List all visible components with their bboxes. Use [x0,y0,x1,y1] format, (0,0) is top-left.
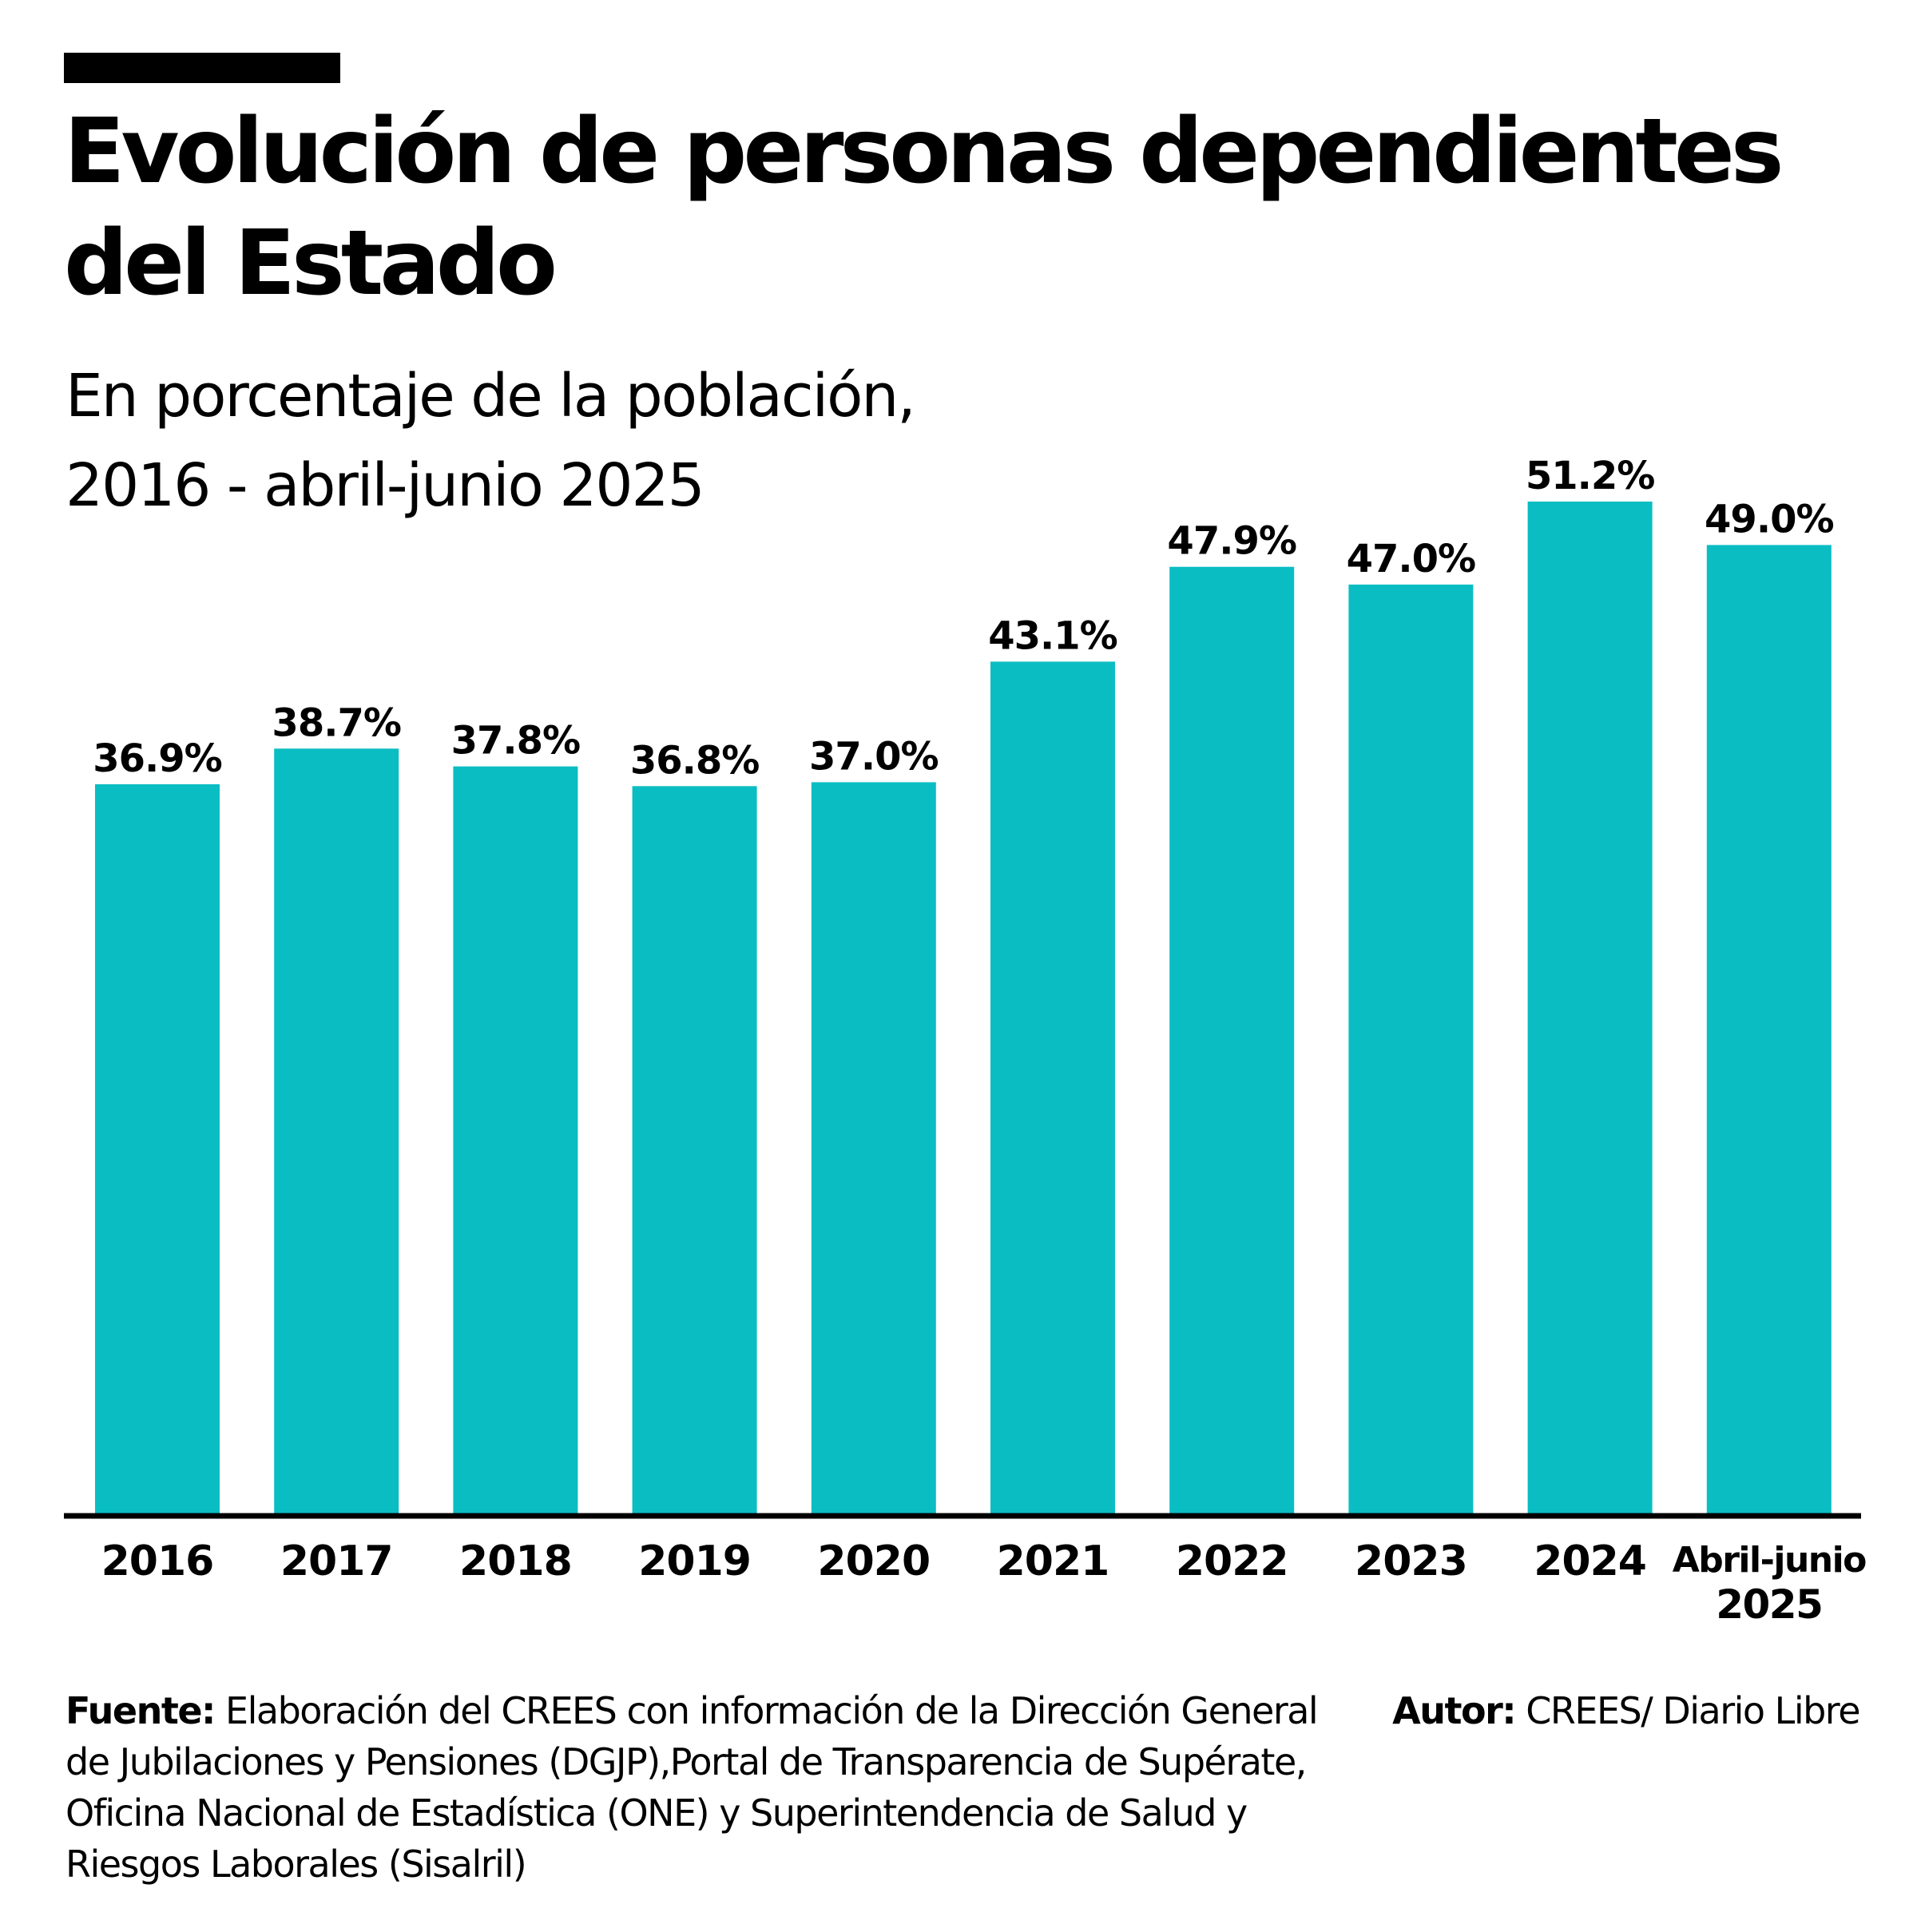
bar-6 [1169,566,1295,1514]
author-text: CREES/ Diario Libre [1515,1689,1860,1732]
bar-5 [990,661,1115,1513]
category-label-1: 2017 [280,1537,393,1585]
bar-1 [274,748,399,1513]
category-label-2: 2018 [459,1537,572,1585]
category-label-1-line-0: 2017 [280,1537,393,1585]
bar-3 [632,786,757,1513]
bar-8 [1527,502,1653,1513]
value-label-9: 49.0% [1705,497,1834,542]
value-label-8: 51.2% [1526,454,1655,498]
category-label-5: 2021 [997,1537,1109,1585]
bars-group [95,502,1832,1514]
source-text: Elaboración del CREES con información de… [65,1689,1319,1886]
category-label-0: 2016 [101,1537,214,1585]
category-label-9-line-0: Abril-junio [1673,1540,1866,1581]
bar-7 [1348,584,1474,1513]
value-label-3: 36.8% [630,738,760,783]
bar-2 [453,766,578,1513]
category-label-8: 2024 [1534,1537,1646,1585]
header-rule [64,53,340,83]
subtitle-line-1: En porcentaje de la población, [65,362,916,430]
value-label-6: 47.9% [1167,519,1296,564]
value-labels-group: 36.9% 38.7% 37.8% 36.8% 37.0% 43.1% 47.9% 47.0%… [93,454,1834,783]
bar-4 [811,782,936,1513]
category-label-3-line-0: 2019 [638,1537,751,1585]
value-label-0: 36.9% [93,736,222,781]
category-label-7: 2023 [1355,1537,1467,1585]
chart-subtitle: En porcentaje de la población, 2016 - ab… [65,351,1104,530]
chart-title: Evolución de personas dependientes del E… [64,100,1784,315]
category-label-4: 2020 [817,1537,930,1585]
category-label-6-line-0: 2022 [1176,1537,1288,1585]
value-label-4: 37.0% [809,734,939,779]
value-label-1: 38.7% [272,700,401,745]
subtitle-line-2: 2016 - abril-junio 2025 [65,451,705,520]
author-label: Autor: [1392,1689,1517,1732]
category-label-3: 2019 [638,1537,751,1585]
category-label-2-line-0: 2018 [459,1537,572,1585]
category-label-8-line-0: 2024 [1534,1537,1646,1585]
value-label-7: 47.0% [1347,537,1476,581]
value-label-5: 43.1% [988,613,1117,658]
source-note: Fuente: Elaboración del CREES con inform… [65,1685,1359,1890]
category-label-0-line-0: 2016 [101,1537,214,1585]
category-label-4-line-0: 2020 [817,1537,930,1585]
value-label-2: 37.8% [451,719,581,764]
category-label-6: 2022 [1176,1537,1288,1585]
category-label-9-line-1: 2025 [1716,1581,1822,1628]
category-label-9: Abril-junio 2025 [1673,1540,1866,1628]
category-label-5-line-0: 2021 [997,1537,1109,1585]
category-labels-group: 2016 2017 2018 2019 2020 2021 2022 2023 2024 Abri… [101,1537,1867,1628]
category-label-7-line-0: 2023 [1355,1537,1467,1585]
bar-0 [95,784,220,1513]
source-label: Fuente: [65,1689,216,1732]
author-note: Autor: CREES/ Diario Libre [1392,1685,1860,1736]
bar-9 [1706,545,1832,1513]
